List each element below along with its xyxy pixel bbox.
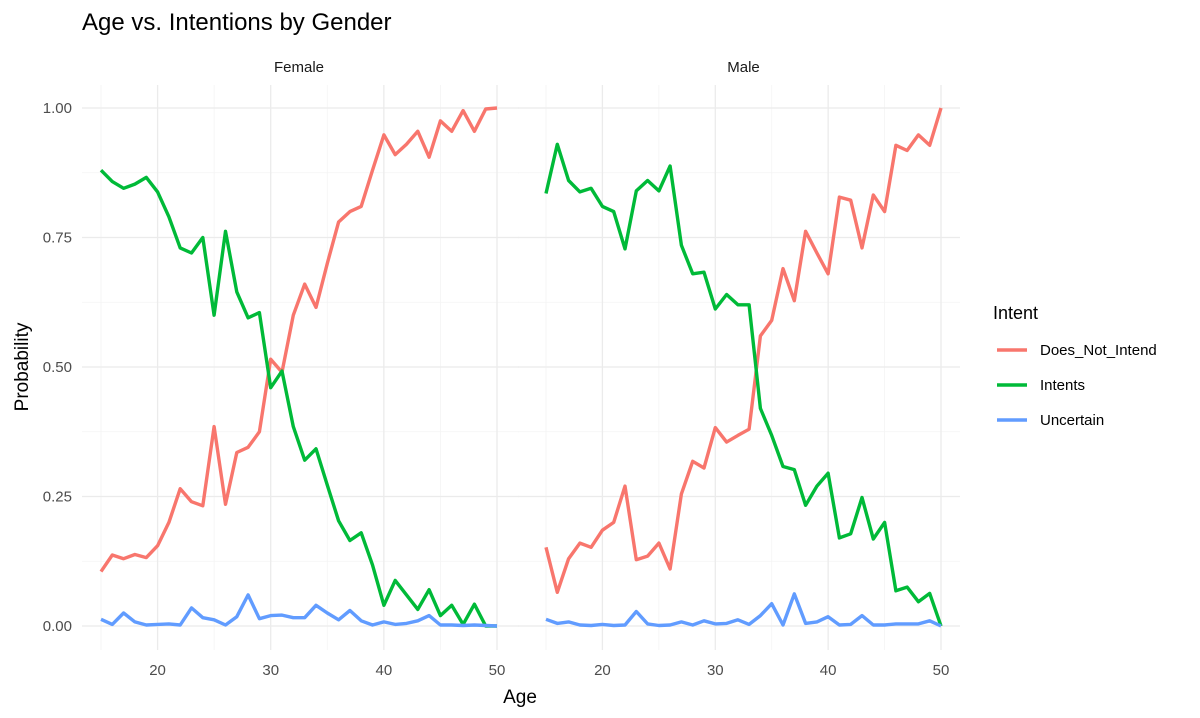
series-line-uncertain — [100, 593, 498, 628]
legend-label: Uncertain — [1040, 412, 1104, 429]
y-tick-label: 0.75 — [43, 230, 72, 247]
y-axis-title: Probability — [12, 322, 33, 411]
y-tick-label: 1.00 — [43, 100, 72, 117]
x-tick-label: 40 — [376, 662, 393, 679]
x-axis-title: Age — [503, 687, 537, 708]
series-line-does-not-intend — [99, 106, 498, 573]
facet-label: Female — [274, 59, 324, 76]
facet-label: Male — [727, 59, 760, 76]
chart-title: Age vs. Intentions by Gender — [82, 9, 392, 36]
series-line-uncertain — [545, 592, 942, 628]
x-tick-label: 20 — [149, 662, 166, 679]
legend: Intent Does_Not_Intend Intents Uncertain — [993, 303, 1157, 429]
x-tick-label: 50 — [933, 662, 950, 679]
panel-female: Female 20 30 40 50 — [82, 59, 519, 679]
y-tick-label: 0.25 — [43, 489, 72, 506]
series-line-intents — [99, 169, 497, 628]
x-tick-label: 50 — [489, 662, 506, 679]
y-tick-label: 0.50 — [43, 359, 72, 376]
y-tick-label: 0.00 — [43, 618, 72, 635]
series-line-intents — [544, 142, 943, 627]
legend-label: Does_Not_Intend — [1040, 342, 1157, 359]
series-line-does-not-intend — [544, 107, 943, 594]
panel-male: Male 20 30 40 50 — [518, 59, 960, 679]
legend-title: Intent — [993, 303, 1038, 323]
legend-label: Intents — [1040, 377, 1085, 394]
chart-panels: Female 20 30 40 50 Male 20 30 40 50 — [82, 59, 960, 679]
x-tick-label: 20 — [594, 662, 611, 679]
y-axis: 0.00 0.25 0.50 0.75 1.00 — [43, 100, 72, 635]
x-tick-label: 30 — [707, 662, 724, 679]
x-tick-label: 40 — [820, 662, 837, 679]
x-tick-label: 30 — [262, 662, 279, 679]
